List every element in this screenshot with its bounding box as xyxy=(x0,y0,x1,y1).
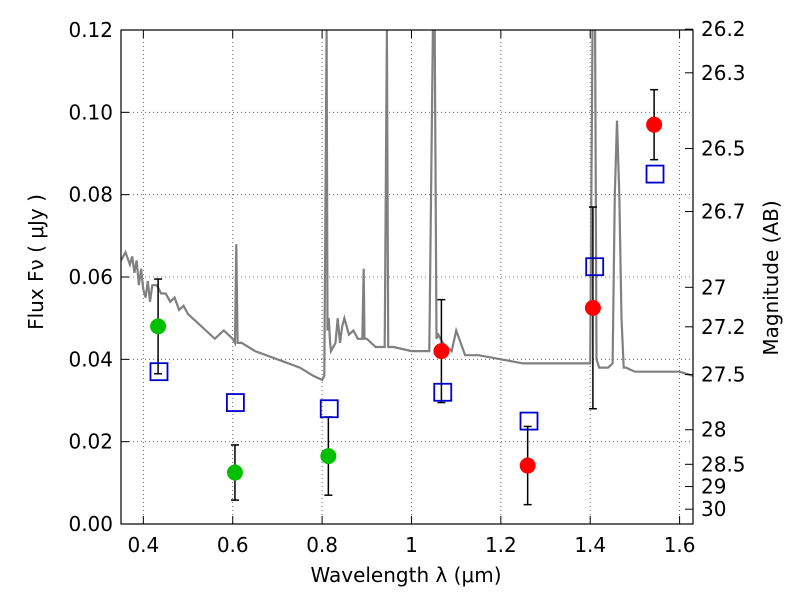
grid-lines xyxy=(121,29,693,525)
y2-tick-label: 26.2 xyxy=(701,17,746,41)
y2-tick-label: 26.5 xyxy=(701,137,746,161)
x-axis-title: Wavelength λ (μm) xyxy=(310,563,501,587)
spectrum-line xyxy=(121,30,693,382)
model-photometry-point xyxy=(319,399,339,419)
green-detections-point xyxy=(150,318,167,335)
y2-tick-label: 26.3 xyxy=(701,61,746,85)
y2-axis-title: Magnitude (AB) xyxy=(759,200,783,355)
y-tick-label: 0.02 xyxy=(68,430,113,454)
red-detections-point xyxy=(584,299,601,316)
ticks: 0.4 0.6 0.8 1 1.2 1.4 1.6 0.00 0.02 0.04 0.06 0.08 0… xyxy=(68,17,745,557)
red-detections-point xyxy=(646,116,663,133)
red-detections-point xyxy=(433,343,450,360)
error-bars xyxy=(154,88,659,506)
green-detections-point xyxy=(320,448,337,465)
red-detections-point xyxy=(519,457,536,474)
markers xyxy=(149,116,665,481)
x-tick-label: 0.8 xyxy=(306,533,338,557)
x-tick-label: 1 xyxy=(405,533,418,557)
y2-tick-label: 27.5 xyxy=(701,363,746,387)
spectrum-layer xyxy=(121,30,693,382)
x-tick-label: 1.6 xyxy=(664,533,696,557)
x-tick-label: 1.4 xyxy=(574,533,606,557)
x-tick-label: 1.2 xyxy=(485,533,517,557)
model-photometry-point xyxy=(149,362,169,382)
y2-tick-label: 27 xyxy=(701,275,726,299)
x-tick-label: 0.4 xyxy=(127,533,159,557)
model-photometry-point xyxy=(519,411,539,431)
y2-tick-label: 30 xyxy=(701,497,726,521)
plot-frame xyxy=(120,29,694,525)
y-tick-label: 0.12 xyxy=(68,18,113,42)
model-photometry-point xyxy=(645,164,665,184)
y2-tick-label: 28.5 xyxy=(701,452,746,476)
y2-tick-label: 28 xyxy=(701,418,726,442)
green-detections-point xyxy=(226,464,243,481)
model-photometry-point xyxy=(433,382,453,402)
model-photometry-point xyxy=(225,393,245,412)
y-tick-label: 0.10 xyxy=(68,100,113,124)
y-tick-label: 0.00 xyxy=(68,512,113,536)
y-axis-title: Flux Fν ( μJy ) xyxy=(24,194,48,330)
y2-tick-label: 29 xyxy=(701,475,726,499)
y2-tick-label: 27.2 xyxy=(701,315,746,339)
y-tick-label: 0.04 xyxy=(68,347,113,371)
model-photometry-point xyxy=(585,257,605,277)
x-tick-label: 0.6 xyxy=(217,533,249,557)
y-tick-label: 0.06 xyxy=(68,265,113,289)
y-tick-label: 0.08 xyxy=(68,183,113,207)
y2-tick-label: 26.7 xyxy=(701,200,746,224)
